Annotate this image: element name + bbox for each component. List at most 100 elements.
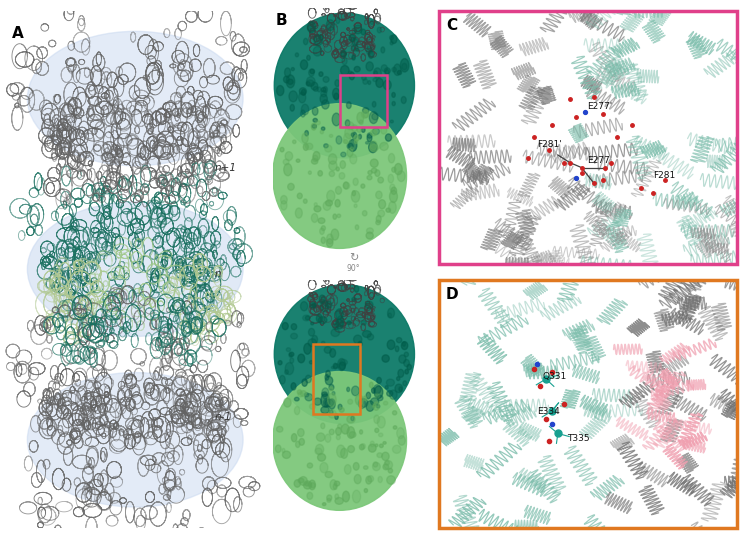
Ellipse shape bbox=[307, 77, 315, 86]
Ellipse shape bbox=[288, 79, 293, 84]
Text: E334: E334 bbox=[537, 407, 559, 416]
Ellipse shape bbox=[407, 365, 411, 370]
Ellipse shape bbox=[329, 171, 335, 176]
Ellipse shape bbox=[371, 387, 375, 393]
Ellipse shape bbox=[361, 29, 365, 35]
Ellipse shape bbox=[395, 346, 399, 352]
Ellipse shape bbox=[325, 434, 330, 442]
Ellipse shape bbox=[397, 171, 405, 182]
Ellipse shape bbox=[387, 476, 396, 484]
Ellipse shape bbox=[283, 159, 289, 165]
Ellipse shape bbox=[296, 441, 300, 448]
Ellipse shape bbox=[344, 133, 350, 144]
Ellipse shape bbox=[353, 335, 362, 344]
Ellipse shape bbox=[368, 80, 370, 84]
Ellipse shape bbox=[366, 62, 373, 71]
Ellipse shape bbox=[367, 175, 372, 180]
Ellipse shape bbox=[364, 110, 368, 118]
Ellipse shape bbox=[365, 301, 373, 309]
Ellipse shape bbox=[392, 167, 396, 172]
Text: 90°: 90° bbox=[347, 264, 360, 273]
Ellipse shape bbox=[291, 324, 296, 330]
Ellipse shape bbox=[311, 82, 318, 90]
Ellipse shape bbox=[374, 386, 383, 398]
Ellipse shape bbox=[366, 392, 370, 399]
Ellipse shape bbox=[401, 96, 406, 103]
Ellipse shape bbox=[289, 353, 292, 357]
Ellipse shape bbox=[319, 295, 325, 303]
Ellipse shape bbox=[353, 132, 356, 139]
Ellipse shape bbox=[323, 399, 330, 407]
Text: F281: F281 bbox=[653, 171, 675, 180]
Ellipse shape bbox=[341, 66, 349, 75]
Ellipse shape bbox=[334, 481, 339, 486]
Ellipse shape bbox=[319, 228, 325, 235]
Ellipse shape bbox=[336, 167, 339, 171]
Ellipse shape bbox=[350, 416, 354, 421]
Ellipse shape bbox=[327, 190, 335, 201]
Ellipse shape bbox=[371, 168, 377, 173]
Ellipse shape bbox=[309, 480, 316, 490]
Ellipse shape bbox=[397, 70, 402, 75]
Ellipse shape bbox=[392, 67, 396, 72]
Ellipse shape bbox=[336, 427, 342, 435]
Ellipse shape bbox=[373, 462, 378, 467]
Ellipse shape bbox=[347, 148, 353, 157]
Ellipse shape bbox=[391, 187, 396, 195]
Ellipse shape bbox=[342, 424, 349, 434]
Ellipse shape bbox=[302, 133, 308, 143]
Ellipse shape bbox=[328, 410, 336, 418]
Ellipse shape bbox=[369, 111, 378, 124]
Ellipse shape bbox=[393, 426, 397, 429]
Ellipse shape bbox=[296, 159, 300, 162]
Ellipse shape bbox=[329, 384, 334, 390]
Ellipse shape bbox=[318, 171, 322, 176]
Ellipse shape bbox=[298, 354, 305, 363]
Ellipse shape bbox=[320, 94, 328, 103]
Ellipse shape bbox=[285, 362, 293, 375]
Ellipse shape bbox=[366, 401, 374, 411]
Ellipse shape bbox=[346, 122, 353, 130]
Ellipse shape bbox=[370, 144, 378, 151]
Ellipse shape bbox=[323, 77, 329, 83]
Ellipse shape bbox=[361, 184, 365, 188]
Ellipse shape bbox=[278, 361, 282, 365]
Ellipse shape bbox=[297, 390, 302, 394]
Ellipse shape bbox=[311, 158, 318, 164]
Ellipse shape bbox=[273, 103, 407, 248]
Ellipse shape bbox=[404, 359, 409, 367]
Ellipse shape bbox=[325, 399, 333, 407]
Ellipse shape bbox=[392, 101, 395, 106]
Ellipse shape bbox=[367, 134, 372, 142]
Ellipse shape bbox=[365, 142, 368, 144]
Ellipse shape bbox=[312, 303, 316, 307]
Ellipse shape bbox=[351, 191, 359, 203]
Ellipse shape bbox=[349, 72, 354, 80]
Ellipse shape bbox=[361, 320, 366, 325]
Ellipse shape bbox=[393, 64, 401, 76]
Ellipse shape bbox=[284, 76, 289, 83]
Ellipse shape bbox=[381, 65, 388, 71]
Ellipse shape bbox=[379, 444, 383, 448]
Ellipse shape bbox=[329, 161, 337, 171]
Ellipse shape bbox=[329, 387, 333, 391]
Ellipse shape bbox=[290, 358, 293, 363]
Ellipse shape bbox=[330, 349, 336, 357]
Ellipse shape bbox=[332, 113, 341, 126]
Ellipse shape bbox=[319, 72, 323, 76]
Ellipse shape bbox=[348, 143, 353, 149]
Ellipse shape bbox=[347, 321, 351, 325]
Ellipse shape bbox=[362, 108, 369, 113]
Ellipse shape bbox=[339, 408, 344, 412]
Ellipse shape bbox=[300, 391, 306, 397]
Ellipse shape bbox=[321, 394, 330, 407]
Ellipse shape bbox=[276, 445, 281, 453]
Ellipse shape bbox=[338, 404, 342, 409]
Text: T335: T335 bbox=[567, 434, 589, 443]
Ellipse shape bbox=[325, 200, 333, 206]
Ellipse shape bbox=[324, 144, 328, 148]
Ellipse shape bbox=[310, 322, 313, 325]
Ellipse shape bbox=[305, 131, 308, 136]
Ellipse shape bbox=[351, 386, 359, 395]
Ellipse shape bbox=[322, 341, 325, 344]
